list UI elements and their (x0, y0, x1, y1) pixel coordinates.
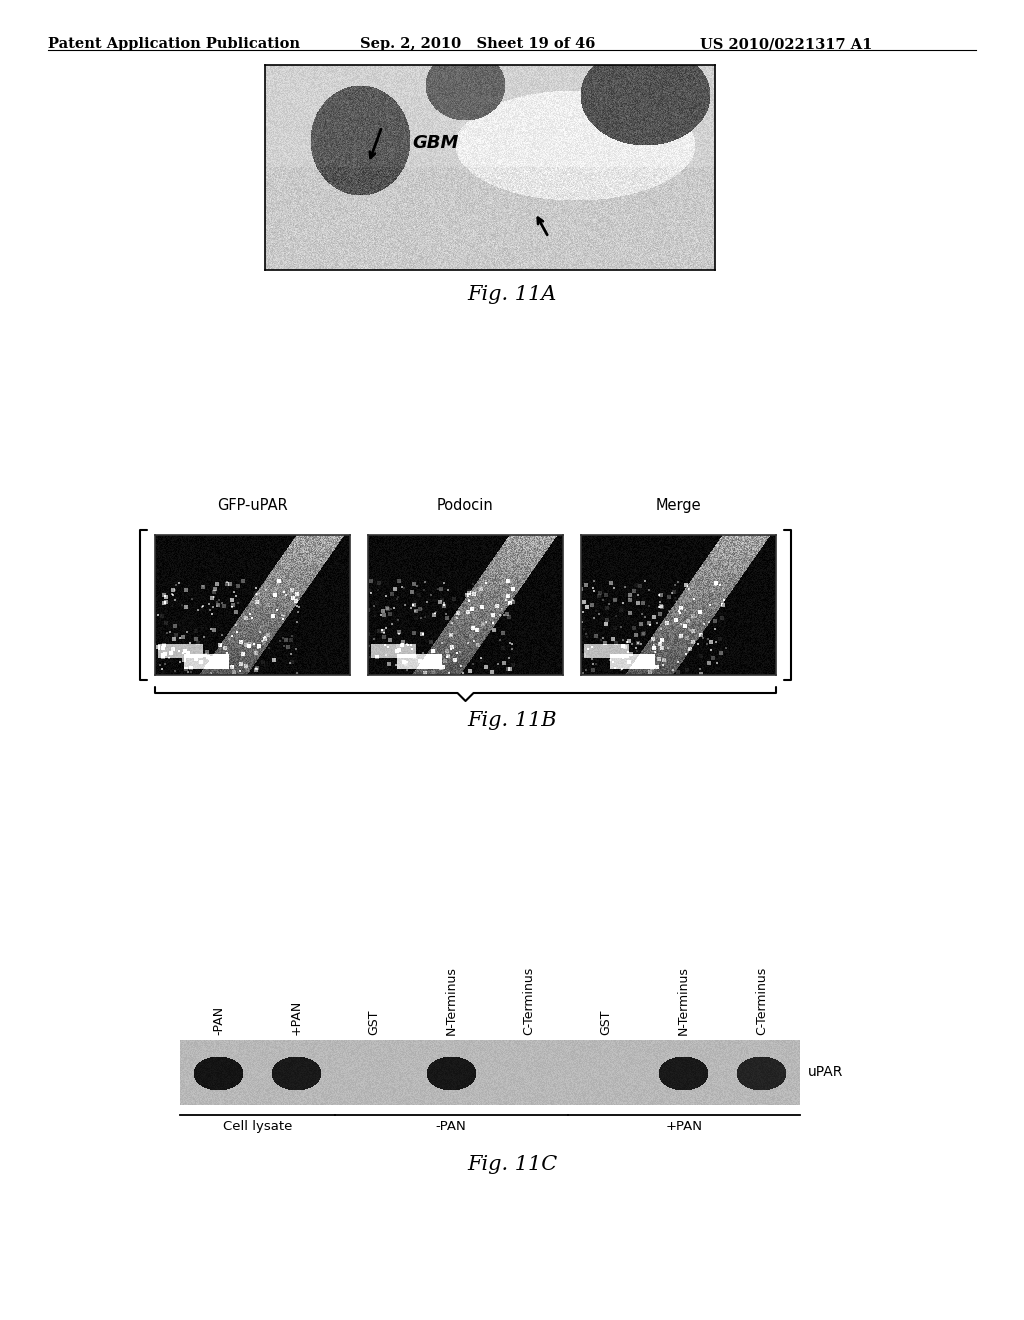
Text: GBM: GBM (413, 133, 459, 152)
Text: N-Terminus: N-Terminus (677, 966, 690, 1035)
Text: Sep. 2, 2010   Sheet 19 of 46: Sep. 2, 2010 Sheet 19 of 46 (360, 37, 595, 51)
Text: GST: GST (600, 1010, 612, 1035)
Text: Cell lysate: Cell lysate (223, 1119, 292, 1133)
Text: Podocin: Podocin (437, 498, 494, 513)
Text: Fig. 11B: Fig. 11B (467, 711, 557, 730)
Text: C-Terminus: C-Terminus (755, 966, 768, 1035)
Text: -PAN: -PAN (436, 1119, 467, 1133)
Text: +PAN: +PAN (666, 1119, 702, 1133)
Text: -PAN: -PAN (212, 1006, 225, 1035)
Text: Fig. 11A: Fig. 11A (467, 285, 557, 304)
Text: N-Terminus: N-Terminus (444, 966, 458, 1035)
Text: Patent Application Publication: Patent Application Publication (48, 37, 300, 51)
Text: +PAN: +PAN (290, 999, 303, 1035)
Text: uPAR: uPAR (808, 1065, 844, 1080)
Text: GFP-uPAR: GFP-uPAR (217, 498, 288, 513)
Text: GST: GST (368, 1010, 380, 1035)
Text: C-Terminus: C-Terminus (522, 966, 536, 1035)
Text: Merge: Merge (655, 498, 701, 513)
Text: US 2010/0221317 A1: US 2010/0221317 A1 (700, 37, 872, 51)
Text: Fig. 11C: Fig. 11C (467, 1155, 557, 1173)
